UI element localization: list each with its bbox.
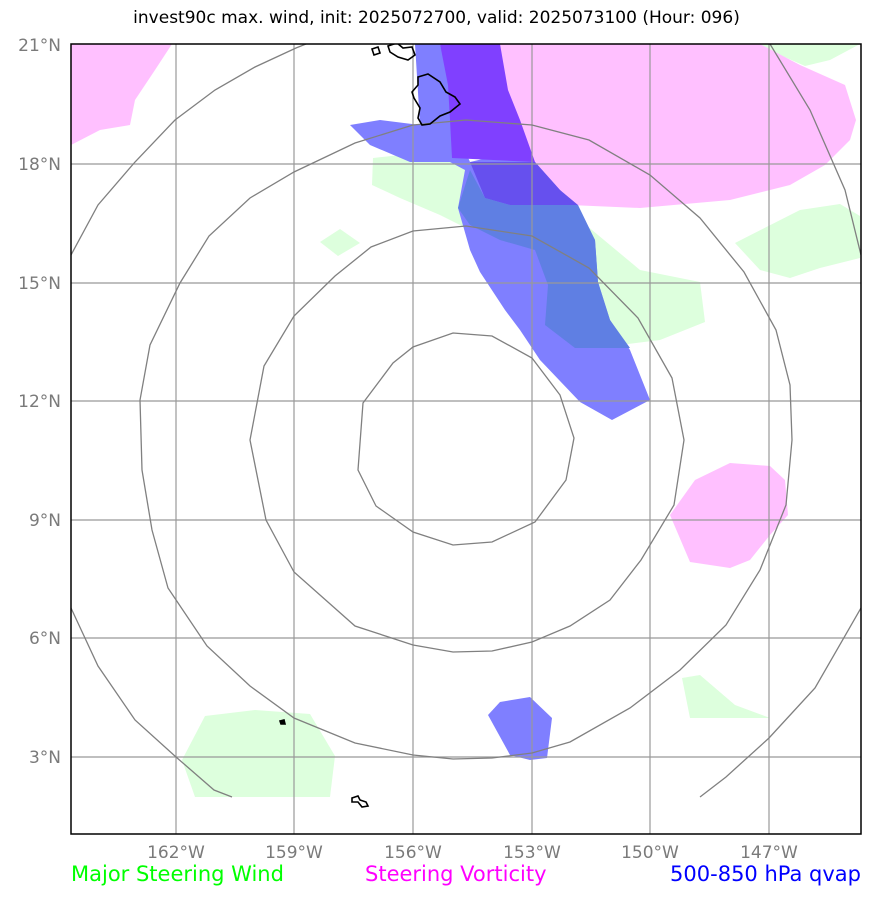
- lon-label: 156°W: [384, 843, 442, 863]
- ring-outer: [71, 44, 308, 256]
- ring-outer-ne: [769, 44, 861, 256]
- lat-label: 21°N: [18, 36, 61, 56]
- legend-steering-wind: Major Steering Wind: [71, 862, 284, 886]
- lon-label: 150°W: [621, 843, 679, 863]
- vorticity-area-east: [670, 463, 788, 568]
- island-johnston: [278, 719, 287, 725]
- lat-label: 18°N: [18, 155, 61, 175]
- island-maui: [386, 44, 416, 61]
- ring-third: [139, 119, 793, 760]
- ring-second: [249, 225, 685, 653]
- distance-rings: [71, 44, 861, 798]
- ring-inner: [357, 332, 575, 546]
- lat-label: 6°N: [29, 629, 61, 649]
- lat-label: 9°N: [29, 511, 61, 531]
- lat-label: 12°N: [18, 392, 61, 412]
- lon-label: 147°W: [740, 843, 798, 863]
- legend-steering-vorticity: Steering Vorticity: [365, 862, 547, 886]
- latitude-labels: 21°N 18°N 15°N 12°N 9°N 6°N 3°N: [18, 36, 61, 768]
- steering-wind-area-southeast: [682, 675, 770, 718]
- lon-label: 162°W: [147, 843, 205, 863]
- steering-wind-area-north: [755, 44, 860, 66]
- qvap-core: [440, 44, 535, 162]
- ring-outer-se: [699, 607, 861, 798]
- vorticity-area-northwest: [71, 44, 172, 145]
- vorticity-area-north: [470, 44, 856, 208]
- steering-wind-area-southwest: [182, 710, 335, 797]
- island-big: [411, 73, 462, 126]
- steering-vorticity-fields: [71, 44, 856, 568]
- island-molokai: [370, 45, 382, 57]
- legend-qvap: 500-850 hPa qvap: [670, 862, 861, 886]
- lat-label: 15°N: [18, 274, 61, 294]
- map-title: invest90c max. wind, init: 2025072700, v…: [133, 8, 740, 28]
- lat-label: 3°N: [29, 748, 61, 768]
- longitude-labels: 162°W 159°W 156°W 153°W 150°W 147°W: [147, 843, 798, 863]
- lon-label: 153°W: [503, 843, 561, 863]
- plot-frame: [70, 43, 862, 835]
- ring-outer-sw: [71, 607, 233, 798]
- qvap-area-south: [488, 697, 552, 760]
- lon-label: 159°W: [265, 843, 323, 863]
- qvap-overlap-lower: [458, 170, 630, 348]
- island-palmyra: [351, 795, 370, 808]
- qvap-fields: [350, 44, 650, 760]
- qvap-overlap-upper: [470, 162, 578, 205]
- steering-wind-area-small: [320, 229, 360, 256]
- steering-wind-area-east: [735, 204, 860, 278]
